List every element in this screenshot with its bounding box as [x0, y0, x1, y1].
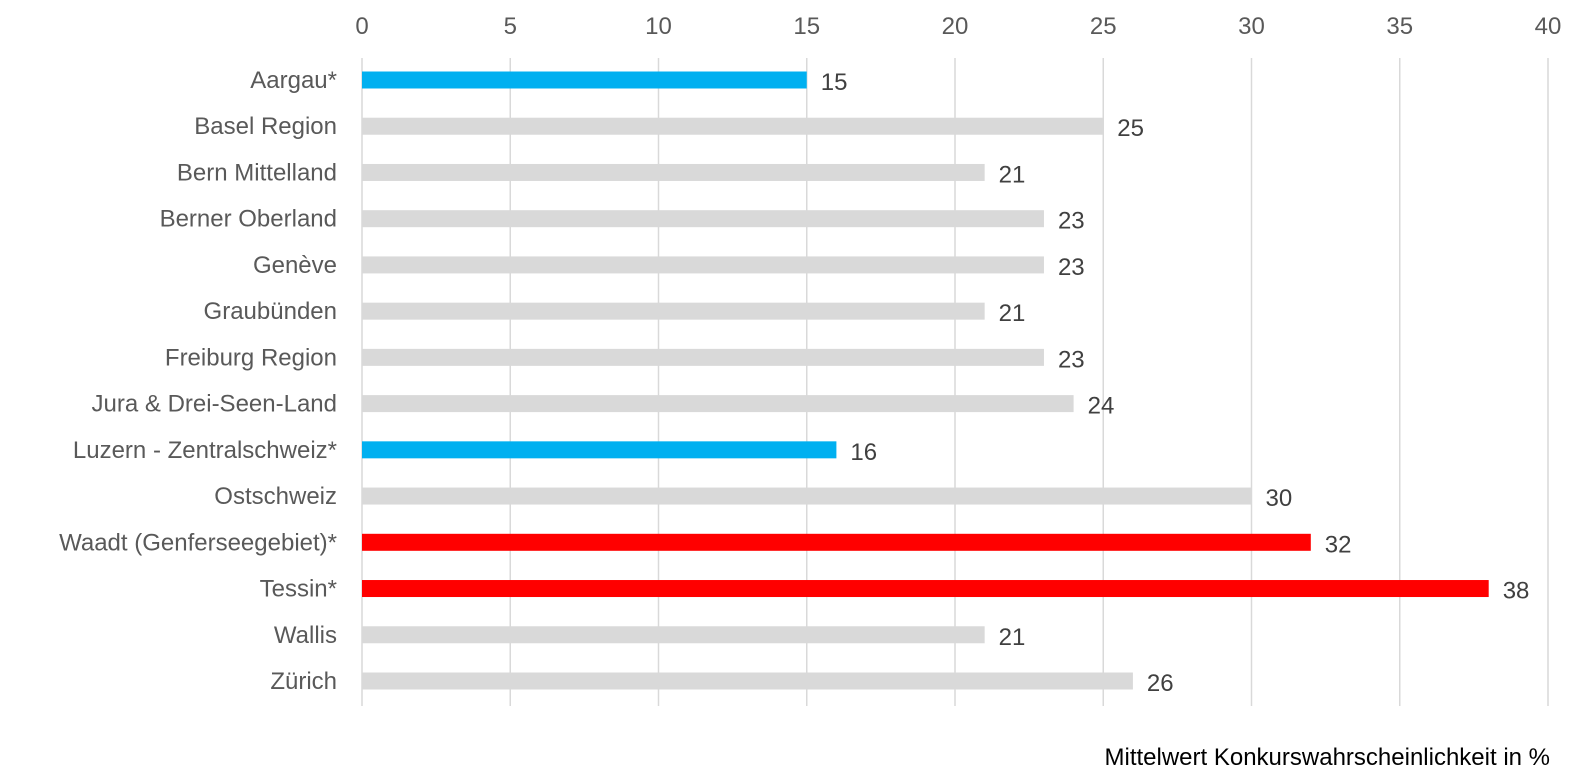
x-tick-label-20: 20 [942, 13, 969, 40]
category-label-12: Tessin* [260, 576, 337, 603]
category-label-1: Aargau* [250, 67, 337, 94]
category-label-11: Waadt (Genferseegebiet)* [59, 529, 337, 556]
data-label-7: 23 [1058, 346, 1085, 373]
category-label-7: Freiburg Region [165, 344, 337, 371]
data-label-11: 32 [1325, 531, 1352, 558]
bars [362, 71, 1489, 690]
gridlines [361, 58, 1549, 706]
x-tick-label-0: 0 [355, 13, 368, 40]
category-label-13: Wallis [274, 622, 337, 649]
x-tick-label-5: 5 [504, 13, 517, 40]
category-label-8: Jura & Drei-Seen-Land [92, 391, 337, 418]
data-label-6: 21 [999, 300, 1026, 327]
bar-10 [362, 487, 1252, 505]
data-label-12: 38 [1503, 578, 1530, 605]
x-axis-title: Mittelwert Konkurswahrscheinlichkeit in … [1105, 744, 1551, 771]
data-label-1: 15 [821, 69, 848, 96]
data-label-9: 16 [850, 439, 877, 466]
bar-12 [362, 580, 1489, 598]
category-label-14: Zürich [270, 668, 337, 695]
x-tick-label-25: 25 [1090, 13, 1117, 40]
bar-2 [362, 117, 1104, 135]
bar-8 [362, 395, 1074, 413]
x-tick-label-35: 35 [1386, 13, 1413, 40]
category-label-2: Basel Region [194, 113, 337, 140]
data-label-4: 23 [1058, 208, 1085, 235]
category-label-6: Graubünden [204, 298, 337, 325]
category-label-10: Ostschweiz [214, 483, 337, 510]
x-tick-label-30: 30 [1238, 13, 1265, 40]
bar-9 [362, 441, 837, 459]
bar-5 [362, 256, 1044, 274]
category-label-3: Bern Mittelland [177, 159, 337, 186]
data-label-5: 23 [1058, 254, 1085, 281]
category-label-4: Berner Oberland [160, 206, 337, 233]
data-label-2: 25 [1117, 115, 1144, 142]
bar-11 [362, 533, 1311, 551]
bar-4 [362, 210, 1044, 228]
bar-1 [362, 71, 807, 89]
category-labels: Aargau* Basel Region Bern Mittelland Berner… [59, 67, 337, 695]
x-tick-label-10: 10 [645, 13, 672, 40]
x-tick-label-15: 15 [793, 13, 820, 40]
bar-14 [362, 672, 1133, 690]
bar-3 [362, 163, 985, 181]
bar-6 [362, 302, 985, 320]
data-label-8: 24 [1088, 393, 1115, 420]
data-label-10: 30 [1266, 485, 1293, 512]
bar-7 [362, 348, 1044, 366]
category-label-9: Luzern - Zentralschweiz* [73, 437, 337, 464]
x-axis-ticks: 0 5 10 15 20 25 30 35 40 [355, 13, 1561, 40]
data-label-13: 21 [999, 624, 1026, 651]
bar-13 [362, 626, 985, 644]
data-label-3: 21 [999, 161, 1026, 188]
category-label-5: Genève [253, 252, 337, 279]
x-tick-label-40: 40 [1535, 13, 1562, 40]
data-label-14: 26 [1147, 670, 1174, 697]
